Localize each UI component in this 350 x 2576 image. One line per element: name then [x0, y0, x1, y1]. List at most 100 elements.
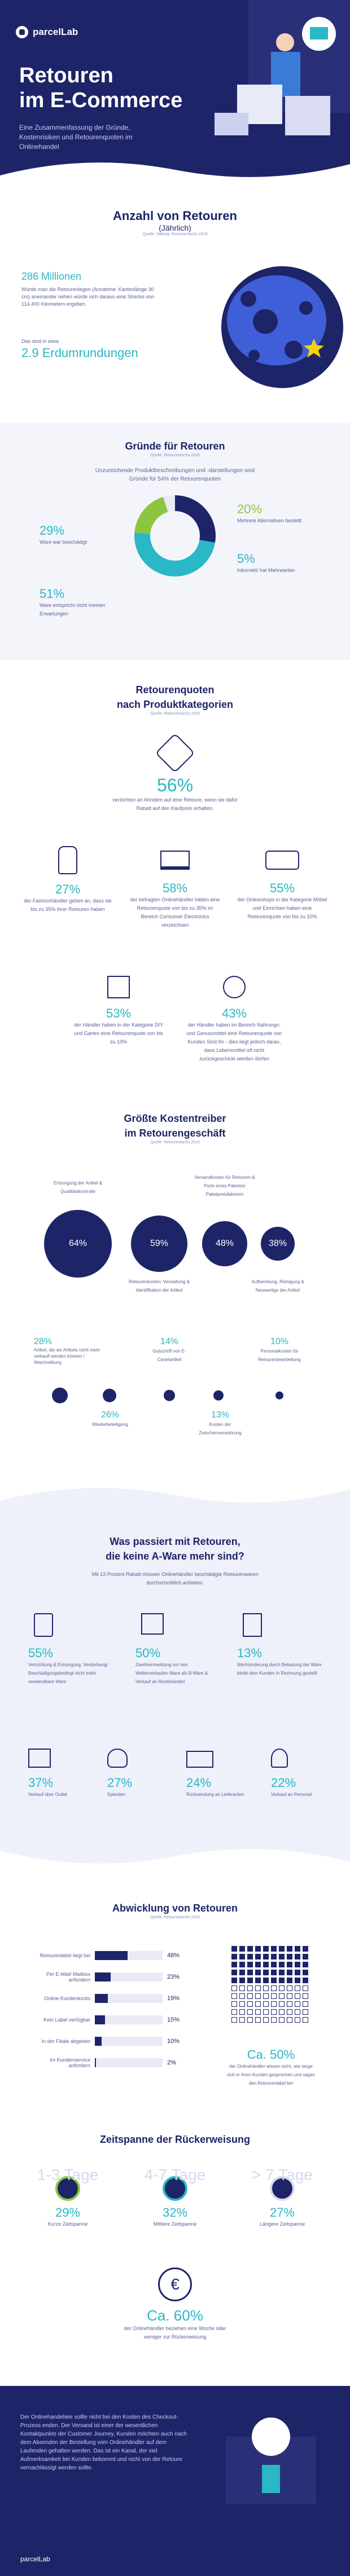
timer-icon: [55, 2176, 80, 2201]
reasons-intro: Unzureichende Produktbeschreibungen und …: [95, 468, 255, 482]
reason-item-alternatives: 20% Mehrere Alternativen bestellt: [237, 502, 322, 525]
quota-value: 58%: [162, 881, 188, 895]
grid-square: [287, 1946, 292, 1952]
process-row: Retourenlabel liegt bei 48%: [27, 1946, 196, 1965]
grid-square: [247, 1962, 253, 1967]
grid-square: [255, 1954, 261, 1959]
brand: parcelLab: [16, 26, 78, 38]
process-bar-track: [95, 1994, 163, 2003]
time-item-short: 1-3 Tage 29% Kurze Zeitspanne: [23, 2166, 113, 2229]
reason-value: 20%: [237, 502, 262, 516]
grid-square: [303, 1978, 308, 1983]
time-range: 1-3 Tage: [37, 2166, 99, 2183]
sofa-icon: [265, 851, 299, 870]
reason-value: 5%: [237, 552, 255, 566]
grid-square: [287, 2001, 292, 2007]
process-row-label: Im Kundenservice anfordern: [49, 2057, 90, 2068]
grid-square: [263, 1962, 269, 1967]
cost-circle-38: 38%: [261, 1227, 295, 1261]
reasons-title: Gründe für Retouren: [125, 441, 225, 452]
grid-square: [295, 1946, 300, 1952]
process-row-label: In der Filiale abgeben: [41, 2038, 90, 2044]
grid-square: [239, 1954, 245, 1959]
goods-label: Spenden: [107, 1792, 126, 1797]
grid-square: [239, 1985, 245, 1991]
quota-value: 53%: [106, 1006, 132, 1020]
cost-value: 64%: [68, 1239, 88, 1248]
grid-square: [287, 1985, 292, 1991]
goods-label: Zweitvermarktung vor rein Weiterverkaufe…: [135, 1662, 208, 1684]
timer-icon: [270, 2176, 295, 2201]
globe-illustration: [221, 266, 343, 388]
goods-value: 37%: [28, 1776, 54, 1790]
grid-square: [303, 2017, 308, 2023]
plate-cutlery-icon: [223, 976, 246, 998]
count-source: Quelle: Statista, Retourentacho 2018: [142, 232, 208, 236]
process-bar-fill: [95, 2015, 105, 2024]
time-item-long: > 7 Tage 27% Längere Zeitspanne: [237, 2166, 327, 2229]
hero-subtitle: Eine Zusammenfassung der Gründe, Kostenr…: [19, 124, 133, 151]
grid-square: [279, 1978, 285, 1983]
grid-square: [255, 1962, 261, 1967]
quota-item-diy: 53% der Händler haben in der Kategorie D…: [73, 976, 164, 1046]
process-bar-track: [95, 2058, 163, 2067]
goods-value: 50%: [135, 1646, 161, 1660]
process-source: Quelle: Retourentacho 2018: [150, 1916, 200, 1919]
footer-brand: parcelLab: [20, 2555, 50, 2563]
grid-square: [255, 1970, 261, 1975]
goods-bottom-item-3: 24% Rücksendung an Lieferanten: [186, 1749, 254, 1799]
goods-bottom-item-2: 27% Spenden: [107, 1749, 169, 1799]
quota-item-food: 43% der Händler haben im Bereich Nahrung…: [186, 976, 282, 1063]
footer-text: Der Onlinehandelwie sollte nicht bei den…: [20, 2414, 187, 2471]
costs-title-line1: Größte Kostentreiber: [124, 1113, 226, 1124]
cost-label: Wiederbeteiligung: [91, 1422, 129, 1427]
grid-square: [255, 1946, 261, 1952]
process-row-value: 2%: [167, 2059, 176, 2066]
grid-square: [271, 2001, 277, 2007]
process-bar-fill: [95, 1994, 108, 2003]
time-label: Mittlere Zeitspanne: [153, 2221, 197, 2227]
grid-square: [279, 1985, 285, 1991]
goods-label: Rücksendung an Lieferanten: [186, 1792, 244, 1797]
goods-bottom-item-1: 37% Verkauf über Outlet: [28, 1749, 90, 1799]
goods-title-line1: Was passiert mit Retouren,: [110, 1536, 240, 1547]
cost-circle-64: 64%: [44, 1210, 112, 1278]
heart-hand-icon: [107, 1749, 128, 1768]
quota-section: Retourenquoten nach Produktkategorien Qu…: [0, 660, 350, 1089]
reason-label: Inkorrekt/ hat Mehrwarten: [237, 567, 295, 573]
grid-square: [247, 1954, 253, 1959]
time-money: € Ca. 60% der Onlinehändler beziehen ein…: [119, 2267, 231, 2341]
grid-square: [247, 1978, 253, 1983]
grid-square: [231, 1993, 237, 1999]
process-title: Abwicklung von Retouren: [112, 1903, 238, 1914]
grid-square: [255, 1978, 261, 1983]
goods-value: 27%: [107, 1776, 133, 1790]
cost-dot-13: [213, 1390, 224, 1401]
quota-value: 55%: [269, 881, 295, 895]
grid-square: [271, 1978, 277, 1983]
grid-square: [231, 1954, 237, 1959]
grid-square: [231, 2017, 237, 2023]
grid-square: [263, 2017, 269, 2023]
grid-square: [303, 2009, 308, 2015]
grid-square: [263, 1993, 269, 1999]
grid-square: [239, 2009, 245, 2015]
cost-label: Gutschrift von E-Cartelartikel: [152, 1349, 186, 1362]
cost-circle-48: 48%: [202, 1221, 247, 1266]
process-section: Abwicklung von Retouren Quelle: Retouren…: [0, 1878, 350, 2126]
grid-square: [295, 1978, 300, 1983]
grid-square: [239, 2001, 245, 2007]
grid-square: [287, 1978, 292, 1983]
process-bar-track: [95, 1972, 163, 1981]
hero-title-line2: im E-Commerce: [19, 89, 183, 112]
process-grid-value: Ca. 50%: [247, 2047, 295, 2062]
cost-small-13: 13% Kosten der Zwischenverwahrung: [192, 1410, 248, 1437]
grid-square: [295, 1970, 300, 1975]
process-row: Im Kundenservice anfordern 2%: [27, 2053, 196, 2072]
process-row-label: Kein Label verfügbar: [43, 2017, 90, 2023]
cost-label-38: Aufbereitung, Reinigung & Neuwertige der…: [251, 1279, 304, 1293]
grid-square: [271, 1954, 277, 1959]
grid-square: [287, 2009, 292, 2015]
count-subtitle: (Jährlich): [159, 223, 191, 232]
grid-square: [247, 1993, 253, 1999]
